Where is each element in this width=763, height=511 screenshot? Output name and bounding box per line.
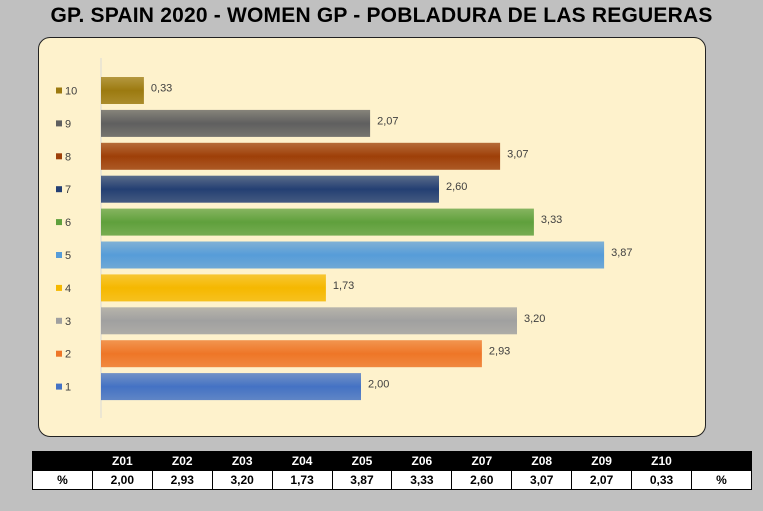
value-label-10: 0,33 bbox=[151, 83, 172, 95]
table-row-label: % bbox=[690, 470, 753, 490]
table-header-z05: Z05 bbox=[331, 451, 393, 471]
table-cell: 3,07 bbox=[511, 470, 573, 490]
category-label-10: 10 bbox=[65, 86, 77, 98]
table-cell: 0,33 bbox=[631, 470, 692, 490]
category-label-2: 2 bbox=[65, 349, 71, 361]
legend-marker-3 bbox=[56, 317, 62, 324]
value-label-2: 2,93 bbox=[489, 346, 510, 358]
chart-panel: 10 0,33 9 2,07 8 3,07 7 2,60 6 3,33 5 3,87 4 1,73 3 3,2… bbox=[38, 37, 706, 437]
bar-8 bbox=[101, 142, 501, 170]
category-label-6: 6 bbox=[65, 217, 71, 229]
value-label-5: 3,87 bbox=[611, 247, 632, 259]
table-header-z03: Z03 bbox=[211, 451, 273, 471]
bar-2 bbox=[101, 340, 482, 368]
category-label-5: 5 bbox=[65, 250, 71, 262]
bar-4 bbox=[101, 274, 326, 302]
category-label-9: 9 bbox=[65, 118, 71, 130]
table-cell: 3,20 bbox=[211, 470, 273, 490]
bar-10 bbox=[101, 77, 144, 104]
table-cell: 2,93 bbox=[151, 470, 213, 490]
legend-marker-5 bbox=[56, 252, 62, 258]
table-header-z09: Z09 bbox=[571, 451, 633, 471]
value-label-8: 3,07 bbox=[507, 148, 528, 160]
value-label-7: 2,60 bbox=[446, 181, 467, 193]
category-label-1: 1 bbox=[65, 382, 71, 394]
value-label-1: 2,00 bbox=[368, 379, 389, 391]
legend-marker-4 bbox=[56, 284, 62, 291]
table-cell: 2,60 bbox=[451, 470, 513, 490]
category-label-7: 7 bbox=[65, 184, 71, 196]
bar-7 bbox=[101, 175, 439, 203]
chart-title: GP. SPAIN 2020 - WOMEN GP - POBLADURA DE… bbox=[50, 4, 713, 27]
legend-marker-9 bbox=[56, 120, 62, 127]
value-label-3: 3,20 bbox=[524, 313, 545, 325]
table-header-z07: Z07 bbox=[451, 451, 513, 471]
table-header-z04: Z04 bbox=[271, 451, 333, 471]
table-cell: 3,87 bbox=[331, 470, 393, 490]
table-cell: 3,33 bbox=[391, 470, 453, 490]
legend-marker-10 bbox=[56, 87, 62, 94]
table-header-row: Z01 Z02 Z03 Z04 Z05 Z06 Z07 Z08 Z09 Z10 bbox=[32, 451, 753, 471]
table-header-z08: Z08 bbox=[511, 451, 573, 471]
table-header-z02: Z02 bbox=[151, 451, 213, 471]
bar-3 bbox=[101, 307, 517, 335]
bar-9 bbox=[101, 109, 371, 137]
legend-marker-8 bbox=[56, 153, 62, 160]
bar-chart: 10 0,33 9 2,07 8 3,07 7 2,60 6 3,33 5 3,87 4 1,73 3 3,2… bbox=[56, 58, 633, 418]
legend-marker-1 bbox=[56, 383, 62, 390]
bar-6 bbox=[101, 208, 534, 236]
bar-5 bbox=[101, 241, 605, 269]
value-label-9: 2,07 bbox=[377, 115, 398, 127]
table-cell: 1,73 bbox=[271, 470, 333, 490]
bar-1 bbox=[101, 373, 361, 401]
table-header-empty bbox=[32, 451, 93, 471]
table-value-row: % 2,00 2,93 3,20 1,73 3,87 3,33 2,60 3,07 2,07 0,3… bbox=[32, 470, 753, 490]
category-label-4: 4 bbox=[65, 283, 71, 295]
data-table: Z01 Z02 Z03 Z04 Z05 Z06 Z07 Z08 Z09 Z10 % 2,00 2,93… bbox=[32, 451, 753, 490]
value-label-4: 1,73 bbox=[333, 280, 354, 292]
legend-marker-7 bbox=[56, 186, 62, 193]
legend-marker-2 bbox=[56, 350, 62, 357]
table-header-z01: Z01 bbox=[91, 451, 153, 471]
legend-marker-6 bbox=[56, 219, 62, 226]
table-header-z10: Z10 bbox=[631, 451, 692, 471]
category-label-8: 8 bbox=[65, 151, 71, 163]
table-header-empty bbox=[690, 451, 753, 471]
table-cell: 2,07 bbox=[571, 470, 633, 490]
value-label-6: 3,33 bbox=[541, 214, 562, 226]
table-cell: 2,00 bbox=[91, 470, 153, 490]
category-label-3: 3 bbox=[65, 316, 71, 328]
table-header-z06: Z06 bbox=[391, 451, 453, 471]
table-row-label: % bbox=[32, 470, 93, 490]
